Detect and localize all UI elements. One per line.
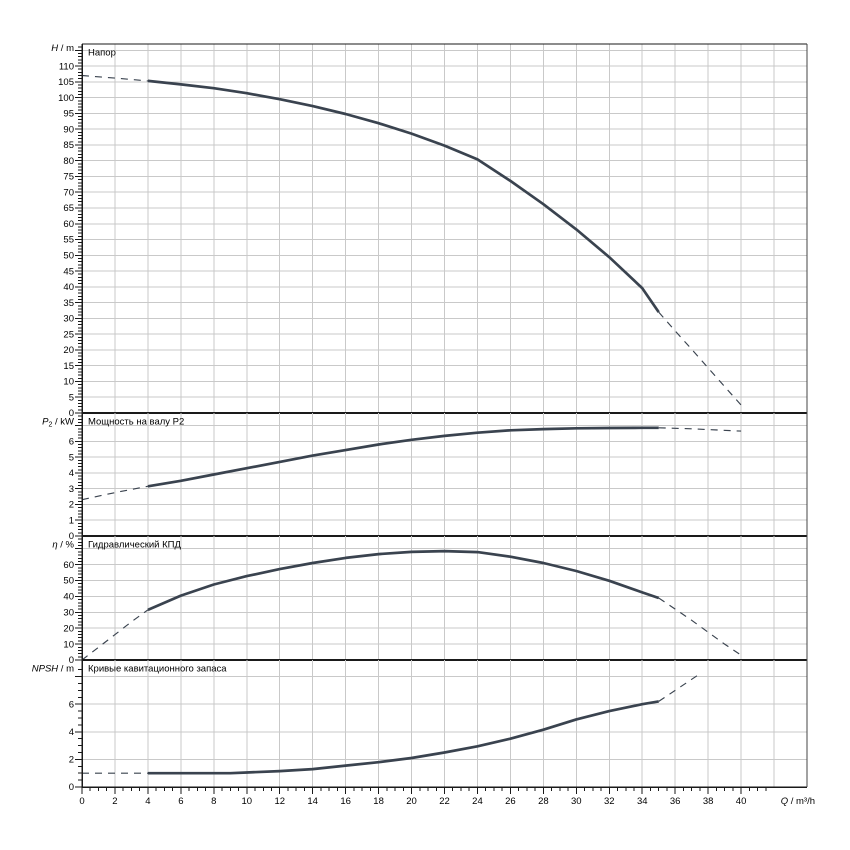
eff-solid <box>147 549 660 612</box>
efficiency-ytick-label: 30 <box>63 608 74 619</box>
x-axis: 0 2 4 6 8 10 12 14 16 18 20 22 24 26 28 30 32 34 36 38 40 Q /… <box>79 787 815 807</box>
x-tick-label: 10 <box>241 796 252 807</box>
power-dashed-start <box>81 485 149 501</box>
npsh-solid <box>147 700 659 775</box>
x-tick-label: 6 <box>178 796 183 807</box>
shaft-power-ytick-label: 6 <box>69 437 74 448</box>
x-tick-label: 0 <box>79 796 84 807</box>
npsh-ytick-label: 0 <box>69 782 74 793</box>
shaft-power-ytick-label: 3 <box>69 484 74 495</box>
npsh-ytick-label: 2 <box>69 755 74 766</box>
npsh-axis-label: NPSH / m <box>32 664 74 675</box>
head-ytick-label: 55 <box>63 235 74 246</box>
panel-npsh: 0 2 4 6 Кривые кавитационного запаса NPSH / m <box>32 660 807 793</box>
x-tick-label: 40 <box>736 796 747 807</box>
x-tick-label: 8 <box>211 796 216 807</box>
x-axis-unit-label: Q / m³/h <box>781 796 815 807</box>
efficiency-axis-label: η / % <box>52 540 74 551</box>
head-ytick-label: 25 <box>63 329 74 340</box>
shaft-power-ytick-label: 1 <box>69 515 74 526</box>
head-ytick-label: 20 <box>63 345 74 356</box>
efficiency-ytick-label: 40 <box>63 592 74 603</box>
efficiency-ytick-label: 0 <box>69 655 74 666</box>
head-ytick-label: 60 <box>63 219 74 230</box>
x-tick-label: 32 <box>604 796 615 807</box>
efficiency-ytick-label: 20 <box>63 623 74 634</box>
x-tick-label: 4 <box>145 796 150 807</box>
shaft-power-ytick-label: 4 <box>69 468 74 479</box>
head-ytick-label: 50 <box>63 251 74 262</box>
efficiency-ytick-label: 60 <box>63 560 74 571</box>
head-ytick-label: 35 <box>63 298 74 309</box>
power-solid <box>147 426 659 488</box>
x-tick-label: 2 <box>112 796 117 807</box>
x-tick-label: 36 <box>670 796 681 807</box>
head-ytick-label: 90 <box>63 124 74 135</box>
eff-dashed-end <box>658 597 742 656</box>
head-dashed-start <box>81 74 148 82</box>
head-solid <box>147 79 660 313</box>
head-ytick-label: 110 <box>59 61 74 72</box>
efficiency-title: Гидравлический КПД <box>88 540 181 551</box>
head-ytick-label: 85 <box>63 140 74 151</box>
head-ytick-label: 15 <box>63 361 74 372</box>
shaft-power-axis-label: P2 / kW <box>42 417 74 429</box>
npsh-ytick-label: 4 <box>69 727 74 738</box>
head-ytick-label: 100 <box>58 93 74 104</box>
shaft-power-title: Мощность на валу P2 <box>88 417 184 428</box>
x-tick-label: 20 <box>406 796 417 807</box>
power-dashed-end <box>658 427 742 432</box>
head-axis-label: H / m <box>51 43 74 54</box>
head-ytick-label: 70 <box>63 187 74 198</box>
head-title: Напор <box>88 48 116 59</box>
efficiency-ytick-label: 50 <box>63 576 74 587</box>
head-ytick-label: 45 <box>63 266 74 277</box>
npsh-title: Кривые кавитационного запаса <box>88 664 227 675</box>
x-tick-label: 26 <box>505 796 516 807</box>
x-tick-label: 24 <box>472 796 483 807</box>
head-ytick-label: 10 <box>63 377 74 388</box>
head-ytick-label: 65 <box>63 203 74 214</box>
shaft-power-ytick-label: 5 <box>69 452 74 463</box>
x-tick-label: 34 <box>637 796 648 807</box>
head-ytick-label: 105 <box>58 77 74 88</box>
x-tick-label: 38 <box>703 796 714 807</box>
efficiency-ytick-label: 10 <box>63 639 74 650</box>
panel-shaft-power: 0 1 2 3 4 5 6 Мощность на валу P2 P2 / kW <box>42 413 807 542</box>
head-ytick-label: 80 <box>63 156 74 167</box>
shaft-power-ytick-label: 2 <box>69 500 74 511</box>
x-tick-label: 12 <box>274 796 285 807</box>
shaft-power-ytick-label: 0 <box>69 531 74 542</box>
panel-efficiency: 0 10 20 30 40 50 60 Гидравлический КПД η / % <box>52 536 807 666</box>
x-tick-label: 14 <box>307 796 318 807</box>
x-tick-label: 18 <box>373 796 384 807</box>
head-dashed-end <box>658 311 742 406</box>
x-tick-label: 22 <box>439 796 450 807</box>
panel-head: 0 5 10 15 20 25 30 35 40 45 50 55 60 65 70 75 80 85 90 95 10… <box>51 43 807 419</box>
npsh-ytick-label: 6 <box>69 699 74 710</box>
head-ytick-label: 0 <box>69 408 74 419</box>
head-ytick-label: 75 <box>63 172 74 183</box>
x-tick-label: 28 <box>538 796 549 807</box>
head-ytick-label: 5 <box>69 392 74 403</box>
head-ytick-label: 95 <box>63 109 74 120</box>
head-ytick-label: 30 <box>63 314 74 325</box>
x-tick-label: 30 <box>571 796 582 807</box>
npsh-dashed-end <box>658 673 701 702</box>
eff-dashed-start <box>81 609 149 661</box>
head-ytick-label: 40 <box>63 282 74 293</box>
x-tick-label: 16 <box>340 796 351 807</box>
